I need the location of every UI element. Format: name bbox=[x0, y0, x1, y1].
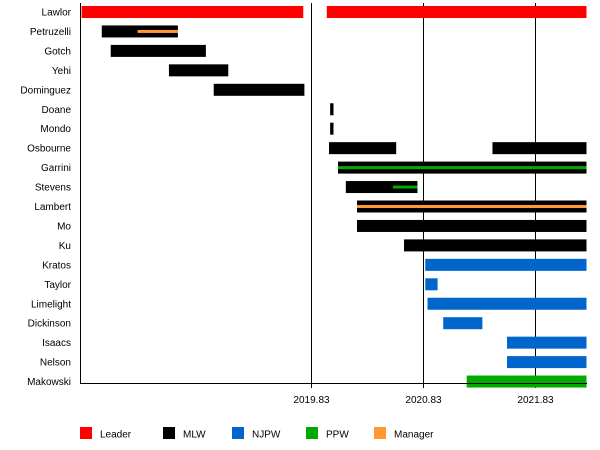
bar-leader bbox=[326, 6, 587, 18]
row-label: Kratos bbox=[42, 260, 71, 271]
x-tick-label: 2020.83 bbox=[405, 395, 442, 406]
row-label: Makowski bbox=[27, 377, 71, 388]
bar-leader bbox=[81, 6, 304, 18]
row-label: Mo bbox=[57, 221, 71, 232]
x-tick-label: 2019.83 bbox=[293, 395, 330, 406]
legend-label: MLW bbox=[183, 430, 206, 441]
row-label: Yehi bbox=[52, 66, 71, 77]
bar-mlw bbox=[110, 44, 206, 57]
row-label: Mondo bbox=[40, 124, 71, 135]
row-label: Lawlor bbox=[42, 8, 72, 19]
bar-njpw bbox=[425, 278, 438, 291]
bar-mlw bbox=[404, 239, 587, 252]
legend-swatch-leader bbox=[80, 427, 92, 439]
bar-mlw bbox=[168, 64, 229, 77]
bar-mlw bbox=[492, 142, 587, 155]
row-label: Garrini bbox=[41, 163, 71, 174]
legend-label: Manager bbox=[394, 430, 434, 441]
bar-ppw bbox=[466, 375, 587, 388]
x-ticks: 2019.83 2020.83 2021.83 bbox=[293, 395, 554, 406]
legend-label: PPW bbox=[326, 430, 349, 441]
row-label: Dickinson bbox=[28, 319, 71, 330]
row-label: Isaacs bbox=[42, 338, 71, 349]
bars bbox=[81, 6, 587, 388]
bar-mlw bbox=[330, 103, 334, 116]
bar-njpw bbox=[425, 258, 587, 271]
x-tick-label: 2021.83 bbox=[517, 395, 554, 406]
legend: Leader MLW NJPW PPW Manager bbox=[80, 427, 434, 441]
row-label: Limelight bbox=[31, 299, 71, 310]
bar-njpw bbox=[507, 356, 587, 369]
legend-swatch-mlw bbox=[163, 427, 175, 439]
row-label: Dominguez bbox=[20, 85, 71, 96]
grid-lines bbox=[311, 3, 536, 388]
legend-label: NJPW bbox=[252, 430, 281, 441]
bar-ppw-overlay bbox=[337, 166, 587, 170]
row-label: Gotch bbox=[44, 46, 71, 57]
bar-njpw bbox=[507, 336, 587, 349]
legend-swatch-ppw bbox=[306, 427, 318, 439]
row-label: Petruzelli bbox=[30, 27, 71, 38]
row-label: Nelson bbox=[40, 358, 71, 369]
legend-swatch-manager bbox=[374, 427, 386, 439]
row-labels: Lawlor Petruzelli Gotch Yehi Dominguez Doane M… bbox=[20, 8, 71, 389]
bar-njpw bbox=[427, 297, 587, 310]
row-label: Stevens bbox=[35, 183, 71, 194]
bar-mlw bbox=[357, 219, 587, 232]
row-label: Taylor bbox=[44, 280, 71, 291]
bar-ppw-overlay bbox=[392, 185, 418, 189]
bar-mlw bbox=[345, 181, 418, 194]
row-label: Doane bbox=[42, 105, 72, 116]
row-label: Osbourne bbox=[27, 144, 71, 155]
bar-mlw bbox=[330, 122, 334, 135]
bar-manager-overlay bbox=[137, 29, 178, 33]
bar-manager-overlay bbox=[357, 205, 587, 208]
bar-mlw bbox=[329, 142, 397, 155]
row-label: Ku bbox=[59, 241, 71, 252]
row-label: Lambert bbox=[34, 202, 71, 213]
bar-njpw bbox=[443, 317, 483, 330]
legend-swatch-njpw bbox=[232, 427, 244, 439]
bar-mlw bbox=[213, 83, 305, 96]
legend-label: Leader bbox=[100, 430, 132, 441]
